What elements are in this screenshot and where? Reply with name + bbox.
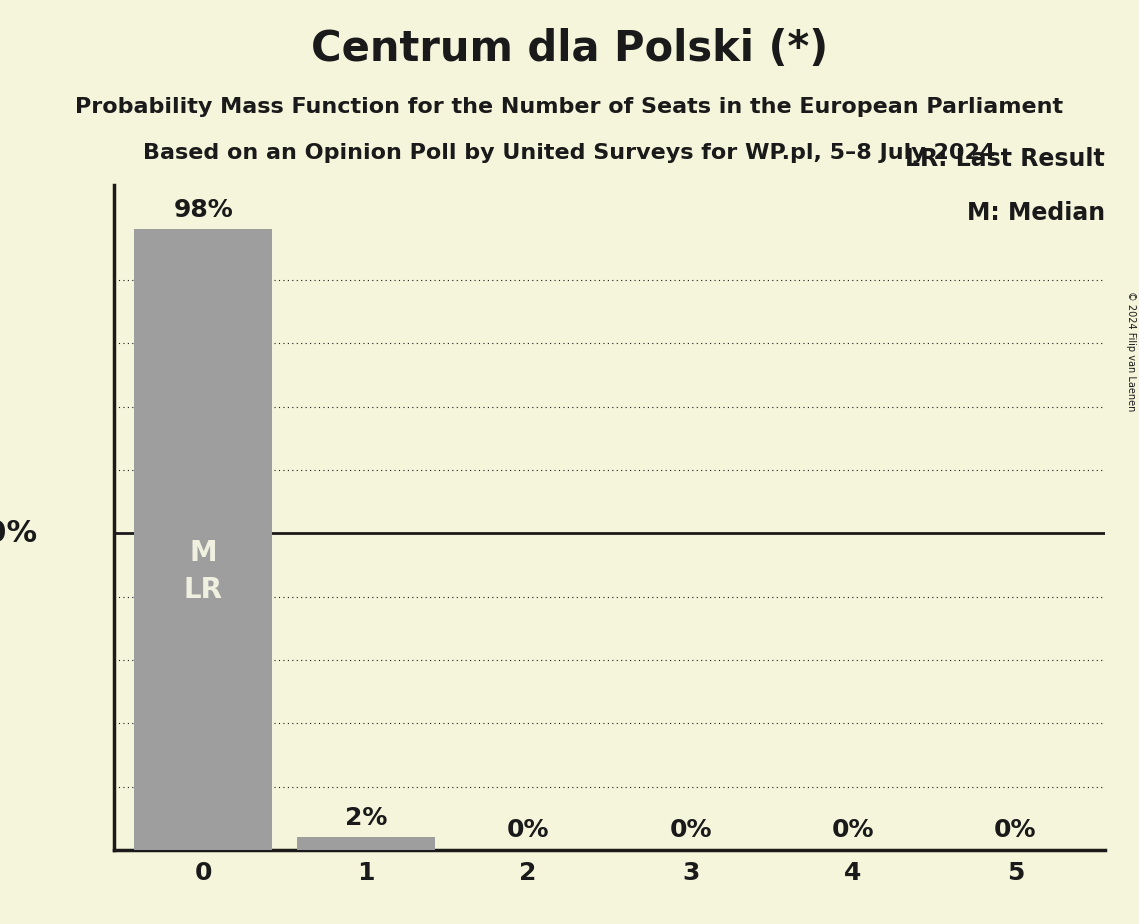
Text: 98%: 98%: [173, 198, 233, 222]
Text: © 2024 Filip van Laenen: © 2024 Filip van Laenen: [1126, 291, 1136, 411]
Text: 50%: 50%: [0, 518, 38, 548]
Text: Based on an Opinion Poll by United Surveys for WP.pl, 5–8 July 2024: Based on an Opinion Poll by United Surve…: [144, 143, 995, 164]
Text: M: Median: M: Median: [967, 201, 1105, 225]
Text: 0%: 0%: [507, 819, 549, 843]
Text: 0%: 0%: [670, 819, 712, 843]
Bar: [134, 229, 272, 850]
Text: 0%: 0%: [831, 819, 875, 843]
Text: 2%: 2%: [344, 806, 387, 830]
Text: Probability Mass Function for the Number of Seats in the European Parliament: Probability Mass Function for the Number…: [75, 97, 1064, 117]
Text: 0%: 0%: [994, 819, 1036, 843]
Text: M
LR: M LR: [183, 539, 223, 603]
Text: LR: Last Result: LR: Last Result: [906, 148, 1105, 172]
Text: Centrum dla Polski (*): Centrum dla Polski (*): [311, 28, 828, 69]
Bar: [296, 837, 435, 850]
